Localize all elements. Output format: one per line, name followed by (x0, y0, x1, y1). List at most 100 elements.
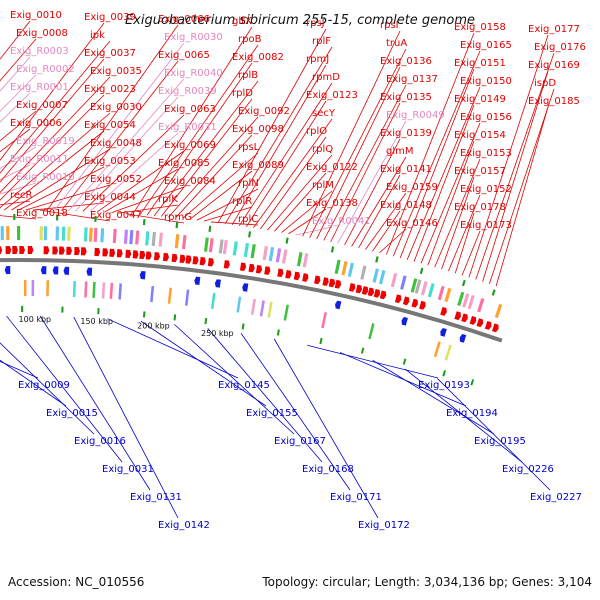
reverse-gene-category (250, 298, 256, 315)
forward-gene-category (360, 265, 367, 280)
forward-feature-label: Exig_R0002 (16, 64, 75, 75)
reverse-gene-arrow (194, 276, 201, 286)
forward-label-leader (0, 112, 111, 209)
reverse-feature-label: Exig_0016 (74, 436, 126, 447)
forward-label-leader (89, 132, 179, 212)
label-leader-lines (0, 20, 555, 519)
forward-feature-label: Exig_0158 (454, 22, 506, 33)
forward-gene-arrow (302, 273, 309, 282)
forward-feature-label: Exig_0150 (460, 76, 512, 87)
forward-feature-label: rplF (312, 36, 331, 47)
forward-feature-label: Exig_0148 (380, 200, 432, 211)
rna-mark (13, 214, 16, 221)
forward-feature-label: rpmJ (306, 54, 329, 65)
reverse-feature-label: Exig_0015 (46, 408, 98, 419)
forward-label-leader (379, 228, 407, 254)
genome-summary-text: Topology: circular; Length: 3,034,136 bp… (261, 575, 592, 589)
forward-gene-category (123, 229, 129, 244)
reverse-label-leader (0, 361, 39, 379)
forward-gene-category (83, 227, 88, 242)
rna-mark (461, 279, 466, 287)
feature-tracks (0, 214, 503, 386)
reverse-label-leader (404, 368, 523, 463)
forward-feature-label: Exig_0157 (454, 166, 506, 177)
reverse-gene-category (283, 304, 290, 321)
forward-gene-category (135, 230, 140, 245)
scale-tick-label: 100 kbp (19, 315, 52, 324)
forward-gene-category (467, 294, 475, 310)
forward-label-leader (238, 82, 333, 227)
forward-gene-arrow (476, 318, 484, 328)
forward-label-leader (0, 146, 37, 170)
forward-gene-arrow (80, 247, 87, 256)
forward-feature-label: Exig_0159 (386, 182, 438, 193)
rna-mark (360, 347, 365, 354)
reverse-gene-category (101, 282, 106, 299)
reverse-gene-category (72, 280, 76, 298)
forward-label-leader (203, 206, 253, 222)
forward-gene-category (39, 226, 43, 241)
rna-mark (142, 311, 146, 318)
forward-label-leader (118, 204, 179, 214)
forward-gene-category (55, 226, 60, 241)
forward-gene-arrow (277, 268, 284, 278)
forward-gene-arrow (199, 256, 206, 266)
forward-feature-label: Exig_0006 (10, 118, 62, 129)
forward-label-leader (82, 114, 185, 212)
scale-tick-label: 150 kbp (80, 317, 113, 326)
reverse-label-leader (39, 315, 151, 491)
forward-feature-label: Exig_0173 (460, 220, 512, 231)
forward-gene-arrow (411, 298, 418, 308)
forward-label-leader (75, 96, 179, 212)
forward-feature-label: Exig_0065 (158, 50, 210, 61)
forward-feature-label: Exig_0052 (90, 174, 142, 185)
forward-feature-label: Exig_0084 (164, 176, 216, 187)
forward-label-leader (0, 40, 111, 174)
forward-gene-arrow (59, 246, 65, 255)
forward-label-leader (475, 52, 555, 280)
forward-feature-label: Exig_0053 (84, 156, 136, 167)
forward-label-leader (0, 20, 31, 60)
forward-gene-category (494, 303, 503, 319)
forward-gene-category (129, 230, 134, 245)
rna-mark (442, 370, 447, 377)
forward-gene-arrow (223, 260, 230, 269)
forward-gene-arrow (314, 275, 321, 285)
forward-gene-arrow (394, 294, 402, 304)
forward-gene-category (151, 231, 157, 247)
forward-feature-label: Exig_0063 (164, 104, 216, 115)
rna-mark (419, 267, 424, 275)
reverse-gene-category (118, 283, 122, 300)
reverse-gene-category (23, 280, 27, 297)
reverse-gene-arrow (242, 283, 249, 292)
forward-feature-label: recR (10, 190, 33, 201)
forward-label-leader (39, 209, 111, 222)
forward-feature-label: Exig_0085 (158, 158, 210, 169)
forward-label-leader (309, 48, 407, 238)
forward-gene-arrow (116, 249, 123, 258)
forward-gene-arrow (207, 257, 214, 267)
forward-feature-label: rplR (232, 196, 252, 207)
rna-mark (204, 318, 208, 325)
forward-feature-label: Exig_0047 (90, 210, 142, 221)
forward-feature-label: rpoB (238, 34, 262, 45)
reverse-gene-category (184, 289, 190, 306)
forward-feature-label: rpmD (312, 72, 340, 83)
forward-gene-arrow (355, 284, 362, 294)
forward-feature-label: Exig_0136 (380, 56, 432, 67)
forward-label-leader (253, 118, 333, 229)
forward-label-leader (344, 138, 401, 246)
reverse-gene-category (433, 341, 441, 358)
forward-feature-label: Exig_R0011 (10, 154, 69, 165)
reverse-label-leader (207, 328, 323, 463)
forward-gene-arrow (19, 246, 25, 255)
forward-feature-label: Exig_0165 (460, 40, 512, 51)
forward-label-leader (461, 230, 481, 276)
forward-gene-category (17, 226, 21, 241)
forward-feature-label: rplB (238, 70, 258, 81)
forward-label-leader (0, 56, 31, 92)
forward-feature-label: Exig_0138 (306, 198, 358, 209)
forward-label-leader (488, 88, 555, 284)
forward-gene-category (158, 232, 163, 247)
forward-feature-label: Exig_R0040 (164, 68, 223, 79)
